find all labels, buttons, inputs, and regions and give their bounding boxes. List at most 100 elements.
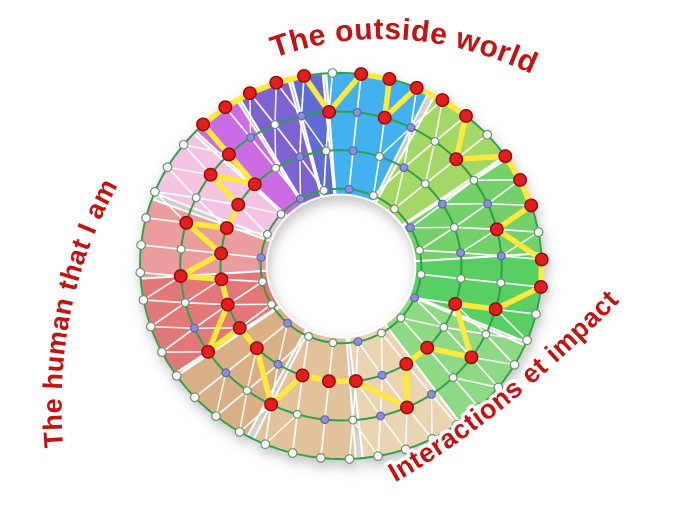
white-node[interactable] bbox=[496, 278, 506, 288]
white-node[interactable] bbox=[211, 411, 221, 422]
red-node[interactable] bbox=[247, 177, 262, 192]
white-node[interactable] bbox=[390, 204, 400, 214]
red-node[interactable] bbox=[534, 252, 549, 267]
white-node[interactable] bbox=[327, 68, 338, 78]
white-node[interactable] bbox=[448, 373, 458, 383]
white-node[interactable] bbox=[328, 338, 338, 348]
red-node[interactable] bbox=[219, 221, 234, 236]
purple-node[interactable] bbox=[410, 293, 420, 303]
white-node[interactable] bbox=[287, 448, 298, 458]
red-node[interactable] bbox=[448, 296, 463, 311]
white-node[interactable] bbox=[493, 382, 504, 393]
red-node[interactable] bbox=[249, 341, 264, 356]
white-node[interactable] bbox=[145, 321, 156, 332]
red-node[interactable] bbox=[269, 75, 284, 90]
red-node[interactable] bbox=[322, 104, 337, 119]
purple-node[interactable] bbox=[353, 337, 363, 347]
red-node[interactable] bbox=[420, 340, 435, 355]
white-node[interactable] bbox=[319, 185, 329, 195]
red-node[interactable] bbox=[221, 147, 236, 162]
white-node[interactable] bbox=[474, 402, 484, 413]
white-node[interactable] bbox=[258, 277, 268, 287]
purple-node[interactable] bbox=[426, 389, 436, 399]
white-node[interactable] bbox=[270, 120, 280, 130]
white-node[interactable] bbox=[180, 298, 190, 308]
white-node[interactable] bbox=[481, 329, 491, 339]
white-node[interactable] bbox=[262, 229, 272, 239]
white-node[interactable] bbox=[191, 193, 201, 203]
purple-node[interactable] bbox=[456, 248, 466, 258]
purple-node[interactable] bbox=[221, 368, 231, 378]
white-node[interactable] bbox=[427, 433, 438, 444]
white-node[interactable] bbox=[509, 359, 520, 370]
red-node[interactable] bbox=[399, 356, 414, 371]
purple-node[interactable] bbox=[348, 146, 358, 156]
red-node[interactable] bbox=[295, 368, 310, 383]
purple-node[interactable] bbox=[352, 107, 362, 117]
red-node[interactable] bbox=[214, 246, 229, 261]
red-node[interactable] bbox=[382, 72, 397, 86]
red-node[interactable] bbox=[354, 67, 369, 82]
purple-node[interactable] bbox=[405, 223, 415, 233]
white-node[interactable] bbox=[375, 152, 385, 162]
purple-node[interactable] bbox=[406, 122, 416, 132]
white-node[interactable] bbox=[439, 322, 449, 332]
red-node[interactable] bbox=[196, 117, 211, 132]
purple-node[interactable] bbox=[256, 253, 266, 263]
purple-node[interactable] bbox=[273, 359, 283, 369]
white-node[interactable] bbox=[171, 370, 182, 381]
red-node[interactable] bbox=[464, 350, 479, 365]
purple-node[interactable] bbox=[246, 133, 256, 143]
red-node[interactable] bbox=[218, 100, 233, 115]
white-node[interactable] bbox=[451, 419, 462, 430]
white-node[interactable] bbox=[138, 295, 149, 305]
white-node[interactable] bbox=[292, 409, 302, 419]
purple-node[interactable] bbox=[297, 111, 307, 121]
white-node[interactable] bbox=[321, 146, 331, 156]
white-node[interactable] bbox=[178, 139, 189, 150]
purple-node[interactable] bbox=[295, 152, 305, 162]
red-node[interactable] bbox=[232, 320, 247, 335]
red-node[interactable] bbox=[524, 198, 539, 213]
red-node[interactable] bbox=[173, 269, 188, 284]
white-node[interactable] bbox=[242, 386, 252, 396]
purple-node[interactable] bbox=[344, 184, 354, 194]
purple-node[interactable] bbox=[399, 163, 409, 173]
purple-node[interactable] bbox=[376, 411, 386, 421]
white-node[interactable] bbox=[149, 186, 160, 197]
white-node[interactable] bbox=[377, 328, 387, 338]
purple-node[interactable] bbox=[283, 318, 293, 328]
purple-node[interactable] bbox=[296, 194, 306, 204]
red-node[interactable] bbox=[435, 93, 450, 108]
white-node[interactable] bbox=[304, 331, 314, 341]
white-node[interactable] bbox=[344, 454, 355, 464]
white-node[interactable] bbox=[141, 212, 151, 223]
red-node[interactable] bbox=[201, 344, 216, 359]
red-node[interactable] bbox=[498, 149, 513, 164]
red-node[interactable] bbox=[231, 197, 246, 212]
white-node[interactable] bbox=[368, 191, 378, 201]
white-node[interactable] bbox=[482, 129, 493, 140]
purple-node[interactable] bbox=[483, 199, 493, 209]
white-node[interactable] bbox=[430, 136, 440, 146]
white-node[interactable] bbox=[162, 162, 173, 173]
red-node[interactable] bbox=[489, 222, 504, 237]
white-node[interactable] bbox=[396, 313, 406, 323]
white-node[interactable] bbox=[234, 427, 245, 437]
red-node[interactable] bbox=[533, 280, 548, 294]
purple-node[interactable] bbox=[189, 323, 199, 333]
white-node[interactable] bbox=[469, 175, 479, 185]
red-node[interactable] bbox=[377, 110, 392, 125]
white-node[interactable] bbox=[176, 244, 186, 254]
purple-node[interactable] bbox=[496, 251, 506, 261]
red-node[interactable] bbox=[203, 167, 218, 182]
white-node[interactable] bbox=[135, 267, 146, 278]
white-node[interactable] bbox=[449, 222, 459, 232]
red-node[interactable] bbox=[179, 215, 194, 230]
red-node[interactable] bbox=[264, 397, 279, 412]
red-node[interactable] bbox=[449, 152, 464, 167]
red-node[interactable] bbox=[488, 302, 503, 317]
purple-node[interactable] bbox=[320, 415, 330, 425]
purple-node[interactable] bbox=[437, 199, 447, 209]
white-node[interactable] bbox=[267, 299, 277, 309]
